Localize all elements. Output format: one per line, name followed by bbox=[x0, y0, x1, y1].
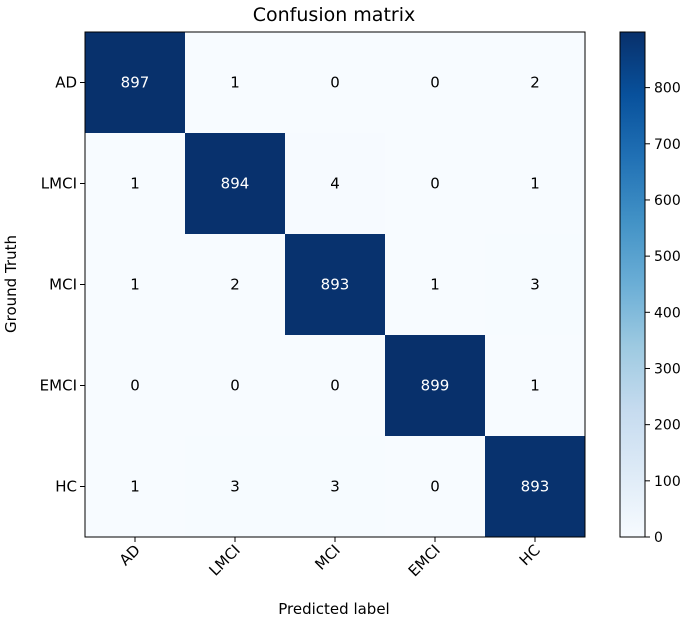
matrix-cell bbox=[85, 436, 185, 537]
y-axis-ticks: AD LMCI MCI EMCI HC bbox=[40, 74, 85, 496]
cell-value-label: 893 bbox=[521, 478, 550, 496]
cell-value-label: 0 bbox=[230, 377, 240, 395]
matrix-cells bbox=[85, 32, 585, 537]
matrix-cell bbox=[485, 32, 585, 133]
cell-value-label: 894 bbox=[221, 175, 250, 193]
matrix-cell bbox=[385, 234, 485, 335]
chart-title: Confusion matrix bbox=[253, 4, 415, 26]
matrix-cell bbox=[285, 335, 385, 436]
cell-value-label: 2 bbox=[230, 276, 240, 294]
matrix-cell bbox=[185, 436, 285, 537]
cell-value-label: 3 bbox=[530, 276, 540, 294]
cell-value-label: 3 bbox=[230, 478, 240, 496]
colorbar bbox=[619, 31, 646, 538]
y-tick-label: MCI bbox=[49, 276, 77, 294]
cell-value-label: 1 bbox=[130, 478, 140, 496]
matrix-cell bbox=[385, 436, 485, 537]
matrix-cell bbox=[485, 436, 585, 537]
matrix-cell-labels: 897 1 0 0 2 1 894 4 0 1 1 2 893 1 3 0 0 0 899 1 1 3 3 0 893 bbox=[121, 74, 550, 496]
matrix-cell bbox=[85, 32, 185, 133]
matrix-cell bbox=[85, 234, 185, 335]
colorbar-tick-label: 400 bbox=[654, 305, 681, 321]
y-tick-label: HC bbox=[55, 478, 77, 496]
matrix-cell bbox=[385, 133, 485, 234]
matrix-cell bbox=[485, 335, 585, 436]
cell-value-label: 0 bbox=[430, 478, 440, 496]
x-tick-label: HC bbox=[516, 541, 544, 569]
colorbar-ticks: 0 100 200 300 400 500 600 700 800 bbox=[645, 81, 681, 546]
colorbar-tick-label: 600 bbox=[654, 193, 681, 209]
y-axis-label: Ground Truth bbox=[2, 235, 20, 333]
colorbar-tick-label: 100 bbox=[654, 474, 681, 490]
matrix-cell bbox=[85, 133, 185, 234]
x-axis-label: Predicted label bbox=[278, 600, 389, 618]
colorbar-tick-label: 700 bbox=[654, 137, 681, 153]
cell-value-label: 1 bbox=[130, 175, 140, 193]
matrix-cell bbox=[385, 335, 485, 436]
cell-value-label: 1 bbox=[230, 74, 240, 92]
x-axis-ticks: AD LMCI MCI EMCI HC bbox=[116, 537, 544, 580]
matrix-cell bbox=[485, 234, 585, 335]
cell-value-label: 1 bbox=[530, 377, 540, 395]
cell-value-label: 1 bbox=[530, 175, 540, 193]
x-tick-label: MCI bbox=[311, 541, 343, 573]
matrix-cell bbox=[285, 133, 385, 234]
y-tick-label: AD bbox=[55, 74, 77, 92]
matrix-cell bbox=[485, 133, 585, 234]
cell-value-label: 4 bbox=[330, 175, 340, 193]
matrix-cell bbox=[185, 32, 285, 133]
matrix-cell bbox=[185, 234, 285, 335]
cell-value-label: 3 bbox=[330, 478, 340, 496]
matrix-cell bbox=[285, 32, 385, 133]
colorbar-tick-label: 0 bbox=[654, 530, 663, 546]
matrix-cell bbox=[285, 436, 385, 537]
x-tick-label: LMCI bbox=[206, 541, 244, 579]
x-tick-label: AD bbox=[116, 541, 144, 569]
matrix-cell bbox=[385, 32, 485, 133]
cell-value-label: 2 bbox=[530, 74, 540, 92]
y-tick-label: EMCI bbox=[40, 377, 77, 395]
matrix-cell bbox=[185, 133, 285, 234]
cell-value-label: 0 bbox=[430, 74, 440, 92]
cell-value-label: 0 bbox=[130, 377, 140, 395]
colorbar-tick-label: 200 bbox=[654, 418, 681, 434]
y-tick-label: LMCI bbox=[41, 175, 77, 193]
x-tick-label: EMCI bbox=[405, 541, 444, 580]
cell-value-label: 893 bbox=[321, 276, 350, 294]
matrix-cell bbox=[285, 234, 385, 335]
matrix-cell bbox=[185, 335, 285, 436]
colorbar-tick-label: 500 bbox=[654, 249, 681, 265]
colorbar-tick-label: 800 bbox=[654, 81, 681, 97]
colorbar-tick-label: 300 bbox=[654, 361, 681, 377]
cell-value-label: 0 bbox=[330, 377, 340, 395]
cell-value-label: 0 bbox=[430, 175, 440, 193]
cell-value-label: 1 bbox=[430, 276, 440, 294]
cell-value-label: 899 bbox=[421, 377, 450, 395]
cell-value-label: 897 bbox=[121, 74, 150, 92]
matrix-cell bbox=[85, 335, 185, 436]
cell-value-label: 1 bbox=[130, 276, 140, 294]
cell-value-label: 0 bbox=[330, 74, 340, 92]
